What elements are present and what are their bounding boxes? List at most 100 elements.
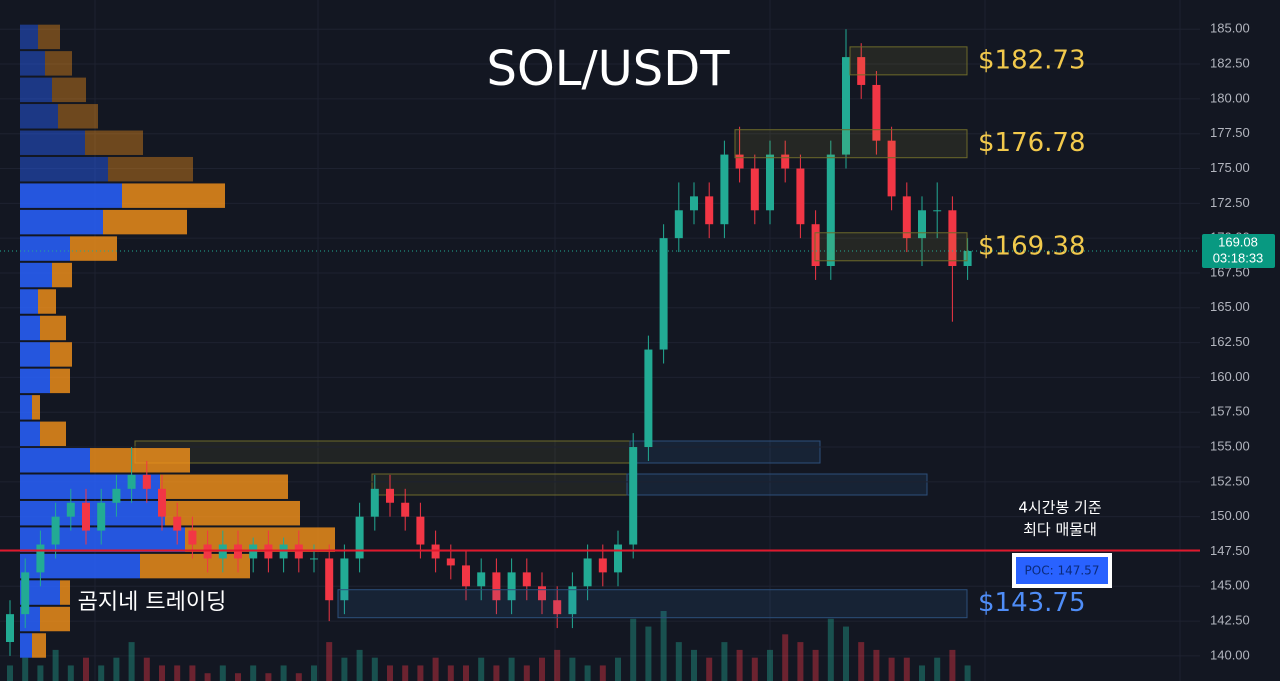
candle-body [173,516,182,531]
profile-buy [20,262,52,288]
volume-bar [417,665,424,681]
candle-body [796,168,805,225]
y-tick-label: 177.50 [1210,125,1250,140]
candle-body [142,474,151,489]
profile-buy [20,633,32,658]
volume-bar [903,657,910,681]
volume-bar [599,665,606,681]
volume-bar [387,665,393,681]
profile-sell [140,553,250,579]
candle-body [446,558,455,566]
volume-bar [83,657,89,681]
volume-bar [888,657,895,681]
profile-buy [20,156,108,182]
candle-body [674,210,683,239]
candle-body [659,238,668,350]
candle-body [386,488,394,503]
volume-bar [934,657,941,681]
profile-sell [165,500,300,526]
volume-bar [554,649,561,681]
profile-sell [40,606,70,632]
poc-box [1016,557,1108,584]
candle-body [583,558,592,587]
profile-buy [20,342,50,367]
volume-bar [159,665,165,681]
y-tick-label: 155.00 [1210,438,1250,453]
candle-body [887,140,896,197]
annotation: 4시간봉 기준 [1018,499,1102,517]
y-tick-label: 180.00 [1210,90,1250,105]
y-tick-label: 147.50 [1210,543,1250,558]
volume-bar [113,657,120,681]
volume-bar [630,618,637,681]
candle-body [310,558,318,560]
candle-body [781,154,790,169]
candle-body [538,586,546,601]
candle-body [66,502,75,517]
volume-bar [189,665,196,681]
zone-label: $182.73 [978,45,1086,75]
candle-body [614,544,622,573]
candle-body [918,210,926,239]
zone-label: $176.78 [978,128,1086,158]
y-tick-label: 175.00 [1210,160,1250,175]
y-tick-label: 157.50 [1210,404,1250,419]
volume-bar [782,634,789,681]
volume-bar [326,642,333,681]
annotation: 최다 매물대 [1023,521,1097,539]
candle-body [948,210,957,266]
volume-bar [523,665,530,681]
volume-bar [447,665,454,681]
candle-body [933,210,942,212]
volume-bar [721,642,728,681]
y-tick-label: 167.50 [1210,264,1250,279]
volume-bar [356,649,363,681]
volume-bar [311,665,317,681]
poc-label: POC: 147.57 [1025,564,1100,578]
zone-box [337,589,968,619]
y-tick-label: 152.50 [1210,473,1250,488]
price-tag-countdown: 03:18:33 [1213,250,1264,265]
volume-bar [37,665,44,681]
profile-sell [38,289,56,314]
candle-body [826,154,835,266]
candle-body [401,502,410,517]
volume-bar [873,649,880,681]
profile-buy [20,421,40,447]
zone-box [814,232,968,262]
volume-bar [919,665,925,681]
volume-bar [569,657,576,681]
y-tick-label: 165.00 [1210,299,1250,314]
volume-bar [767,649,773,681]
volume-bar [797,642,804,681]
candle-body [598,558,607,573]
price-tag [1202,233,1275,268]
candle-body [963,250,972,266]
candle-body [340,558,349,601]
candle-body [872,84,881,141]
volume-bar [204,673,211,681]
candle-body [766,154,774,211]
profile-buy [20,395,32,420]
volume-bar [478,657,485,681]
y-tick-label: 150.00 [1210,508,1250,523]
candle-body [629,447,638,545]
candle-body [51,516,60,545]
price-tag-value: 169.08 [1218,234,1258,249]
volume-bar [219,665,226,681]
profile-sell [70,236,117,261]
candle-body [36,544,45,573]
candle-body [644,349,653,448]
candle-body [705,196,714,225]
candle-body [690,196,698,211]
volume-bar [508,657,515,681]
volume-bar [843,626,849,681]
candle-body [355,516,364,559]
volume-bar [493,665,500,681]
profile-sell [40,421,66,447]
profile-buy [20,500,165,526]
profile-buy [20,51,45,76]
candle-body [127,474,136,489]
candle-body [82,502,90,531]
